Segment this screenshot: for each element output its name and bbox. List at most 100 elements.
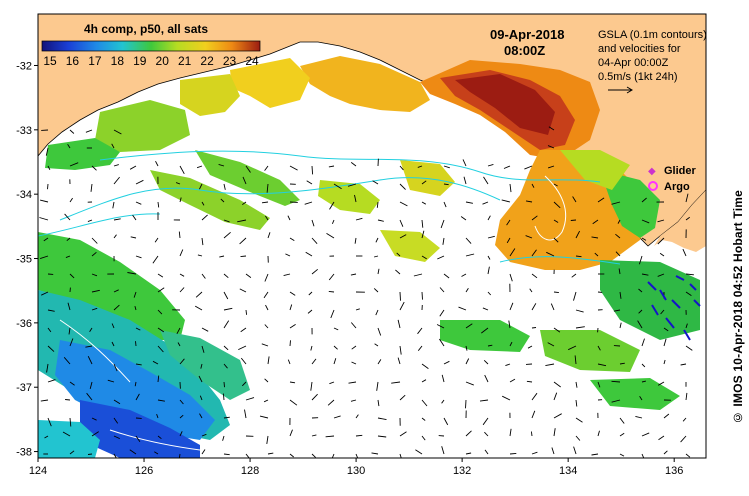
velocity-arrow xyxy=(399,301,405,311)
velocity-arrow xyxy=(311,165,314,175)
velocity-arrow xyxy=(222,435,225,441)
glider-label: Glider xyxy=(664,165,697,177)
velocity-arrow xyxy=(685,345,693,351)
velocity-arrow xyxy=(547,145,555,149)
velocity-arrow xyxy=(531,392,538,401)
velocity-arrow xyxy=(638,255,643,265)
colorbar-tick-label: 20 xyxy=(156,54,170,68)
velocity-arrow xyxy=(421,230,425,239)
velocity-arrow xyxy=(111,143,115,149)
velocity-arrow xyxy=(325,435,335,438)
velocity-arrow xyxy=(421,255,427,260)
velocity-arrow xyxy=(69,129,75,134)
velocity-arrow xyxy=(663,450,668,455)
velocity-arrow xyxy=(69,162,79,167)
velocity-arrow xyxy=(85,129,93,133)
velocity-arrow xyxy=(196,165,203,169)
velocity-arrow xyxy=(223,219,230,223)
colorbar-ticks: 15 16 17 18 19 20 21 22 23 24 xyxy=(43,54,259,68)
velocity-arrow xyxy=(571,273,577,278)
velocity-arrow xyxy=(239,237,247,245)
velocity-arrow xyxy=(682,417,687,422)
velocity-arrow xyxy=(597,197,605,203)
velocity-arrow xyxy=(329,381,335,385)
velocity-arrow xyxy=(553,327,561,333)
velocity-arrow xyxy=(311,393,318,401)
velocity-arrow xyxy=(89,327,93,333)
velocity-arrow xyxy=(417,327,423,335)
velocity-arrow xyxy=(682,248,687,257)
velocity-arrow xyxy=(135,363,142,366)
velocity-arrow xyxy=(355,414,359,419)
velocity-arrow xyxy=(509,183,512,193)
velocity-arrow xyxy=(47,417,52,427)
velocity-arrow xyxy=(326,233,335,239)
velocity-arrow xyxy=(113,304,120,311)
velocity-arrow xyxy=(155,160,159,167)
velocity-arrow xyxy=(575,230,580,239)
velocity-arrow xyxy=(175,182,181,185)
colorbar-tick-label: 22 xyxy=(200,54,214,68)
velocity-arrow xyxy=(597,381,601,388)
velocity-arrow xyxy=(112,201,115,209)
colorbar-tick-label: 23 xyxy=(223,54,237,68)
velocity-arrow xyxy=(157,287,165,293)
velocity-arrow xyxy=(377,399,380,407)
velocity-arrow xyxy=(376,381,379,391)
velocity-arrow xyxy=(331,219,335,224)
velocity-arrow xyxy=(413,273,423,277)
velocity-arrow xyxy=(439,309,445,317)
velocity-arrow xyxy=(547,165,555,169)
velocity-arrow xyxy=(135,435,141,443)
velocity-arrow xyxy=(91,251,97,257)
velocity-arrow xyxy=(374,343,379,347)
velocity-arrow xyxy=(113,417,119,424)
velocity-arrow xyxy=(199,395,203,401)
x-tick-label: 124 xyxy=(29,465,47,477)
velocity-arrow xyxy=(89,381,93,390)
velocity-arrow xyxy=(465,381,474,386)
velocity-arrow xyxy=(152,360,159,365)
velocity-arrow xyxy=(680,435,687,443)
velocity-arrow xyxy=(333,415,341,419)
velocity-arrow xyxy=(289,237,295,241)
velocity-arrow xyxy=(47,345,55,352)
velocity-arrow xyxy=(421,180,427,185)
velocity-arrow xyxy=(437,255,445,260)
velocity-arrow xyxy=(267,452,274,455)
velocity-arrow xyxy=(441,374,445,383)
velocity-arrow xyxy=(179,399,184,405)
velocity-arrow xyxy=(465,323,473,329)
velocity-arrow xyxy=(113,363,118,372)
velocity-arrow xyxy=(396,252,401,257)
velocity-arrow xyxy=(421,399,428,407)
velocity-arrow xyxy=(439,287,445,293)
velocity-arrow xyxy=(483,176,489,185)
velocity-arrow xyxy=(484,449,489,455)
velocity-arrow xyxy=(575,399,578,407)
velocity-arrow xyxy=(506,219,511,226)
velocity-arrow xyxy=(223,363,228,369)
credit-text: © IMOS 10-Apr-2018 04:52 Hobart Time xyxy=(731,190,745,425)
velocity-arrow xyxy=(685,453,691,458)
velocity-arrow xyxy=(44,435,49,439)
velocity-arrow xyxy=(660,309,665,315)
velocity-arrow xyxy=(373,255,379,258)
velocity-arrow xyxy=(375,309,379,316)
velocity-arrow xyxy=(465,345,468,351)
velocity-arrow xyxy=(575,435,581,441)
velocity-arrow xyxy=(551,447,555,455)
velocity-arrow xyxy=(195,291,203,298)
velocity-arrow xyxy=(685,193,689,203)
velocity-arrow xyxy=(223,453,230,456)
velocity-arrow xyxy=(134,381,137,387)
velocity-arrow xyxy=(222,393,225,401)
velocity-arrow xyxy=(619,453,625,457)
velocity-arrow xyxy=(611,399,621,403)
velocity-arrow xyxy=(553,413,562,419)
velocity-arrow xyxy=(482,201,489,205)
velocity-arrow xyxy=(113,164,119,167)
velocity-arrow xyxy=(179,273,185,277)
velocity-arrow xyxy=(307,309,313,314)
velocity-arrow xyxy=(443,417,449,426)
